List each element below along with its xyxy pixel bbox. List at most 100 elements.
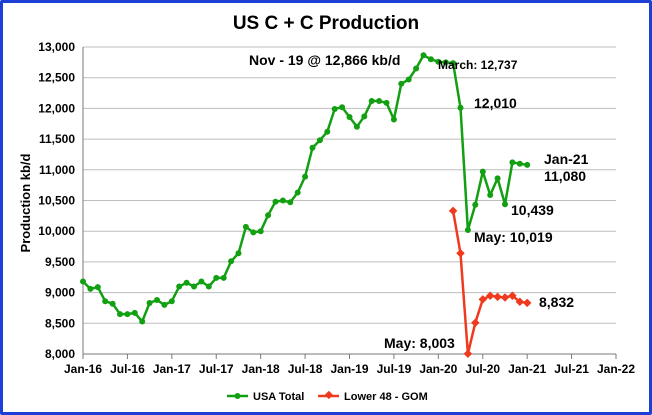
legend-label-usa-total: USA Total: [253, 391, 304, 403]
data-point: [471, 318, 480, 327]
data-point: [191, 283, 197, 290]
annotation-march: March: 12,737: [438, 58, 518, 72]
data-point: [515, 297, 525, 307]
data-point: [339, 104, 346, 111]
data-point: [154, 297, 160, 303]
data-point: [420, 52, 427, 59]
x-tick-label: Jan-16: [64, 362, 102, 376]
data-point: [524, 161, 531, 168]
data-point: [353, 123, 360, 130]
data-point: [463, 349, 473, 359]
data-point: [265, 212, 272, 219]
data-point: [80, 278, 86, 285]
y-tick-label: 11,000: [39, 163, 75, 177]
x-tick-label: Jul-18: [288, 362, 323, 376]
data-point: [361, 113, 368, 120]
data-point: [435, 58, 442, 65]
data-point: [94, 284, 101, 291]
data-point: [479, 168, 486, 175]
data-point: [146, 300, 153, 306]
x-tick-label: Jan-20: [419, 362, 457, 376]
data-point: [294, 189, 301, 196]
data-point: [502, 201, 508, 208]
data-point: [87, 285, 94, 292]
data-point: [250, 229, 257, 236]
y-tick-label: 8,000: [45, 347, 75, 361]
series-line-usa-total: [82, 53, 528, 323]
data-point: [442, 59, 449, 66]
data-point: [131, 309, 138, 316]
data-point: [235, 250, 242, 257]
data-point: [456, 249, 465, 258]
data-point: [493, 292, 502, 302]
annotation-8832: 8,832: [539, 294, 574, 310]
data-point: [383, 99, 390, 106]
x-tick-label: Jul-19: [377, 362, 412, 376]
annotation-may-8003: May: 8,003: [384, 335, 455, 351]
series-points: [80, 52, 532, 359]
annotation-10439: 10,439: [511, 202, 554, 218]
data-point: [198, 278, 205, 285]
data-point: [139, 318, 146, 325]
data-point: [485, 291, 495, 300]
data-point: [478, 295, 488, 304]
y-tick-label: 10,000: [38, 224, 75, 238]
chart-title: US C + C Production: [233, 13, 419, 34]
data-point: [228, 258, 235, 265]
data-point: [272, 198, 279, 205]
x-tick-label: Jan-18: [242, 362, 280, 376]
axes: [82, 47, 617, 359]
data-point: [457, 104, 464, 111]
data-point: [494, 175, 501, 182]
data-point: [316, 137, 323, 144]
x-tick-label: Jan-19: [330, 362, 368, 376]
data-point: [279, 197, 286, 204]
data-point: [109, 300, 116, 307]
annotation-may-10019: May: 10,019: [474, 229, 553, 245]
y-axis-label: Production kb/d: [18, 153, 33, 252]
data-point: [124, 311, 131, 318]
y-tick-label: 13,000: [38, 40, 75, 54]
x-tick-label: Jul-21: [554, 362, 589, 376]
annotation-11080: 11,080: [544, 168, 586, 184]
data-point: [102, 298, 109, 305]
y-tick-label: 8,500: [45, 316, 75, 330]
data-point: [450, 60, 457, 67]
data-point: [405, 76, 412, 83]
annotation-12010: 12,010: [474, 95, 517, 111]
x-tick-label: Jan-22: [597, 362, 635, 376]
legend-label-lower48-gom: Lower 48 - GOM: [344, 391, 428, 403]
x-tick-labels: Jan-16 Jul-16 Jan-17 Jul-17 Jan-18 Jul-18 Jan-…: [64, 362, 635, 376]
annotation-peak: Nov - 19 @ 12,866 kb/d: [249, 52, 400, 68]
data-point: [331, 106, 338, 112]
data-point: [522, 298, 532, 308]
y-tick-label: 12,500: [38, 71, 75, 85]
data-point: [257, 228, 264, 235]
data-point: [205, 283, 212, 290]
data-point: [176, 283, 183, 290]
data-point: [472, 201, 479, 208]
data-point: [500, 293, 510, 302]
y-tick-label: 9,500: [45, 255, 75, 269]
x-tick-label: Jul-17: [199, 362, 234, 376]
y-tick-labels: 8,000 8,500 9,000 9,500 10,000 10,500 11,000 11…: [38, 40, 75, 361]
data-point: [242, 223, 249, 230]
data-point: [161, 301, 168, 308]
data-point: [213, 274, 220, 281]
data-point: [376, 98, 383, 104]
data-point: [516, 160, 523, 167]
data-point: [413, 65, 420, 72]
data-point: [509, 159, 516, 166]
gridlines: [83, 46, 616, 324]
x-tick-label: Jul-20: [465, 362, 500, 376]
data-point: [508, 291, 517, 300]
data-point: [287, 199, 294, 206]
data-point: [390, 116, 397, 123]
data-point: [220, 274, 227, 281]
data-point: [448, 206, 458, 216]
data-point: [427, 56, 434, 63]
legend-marker-lower48-gom: [324, 390, 334, 400]
data-point: [487, 192, 494, 198]
